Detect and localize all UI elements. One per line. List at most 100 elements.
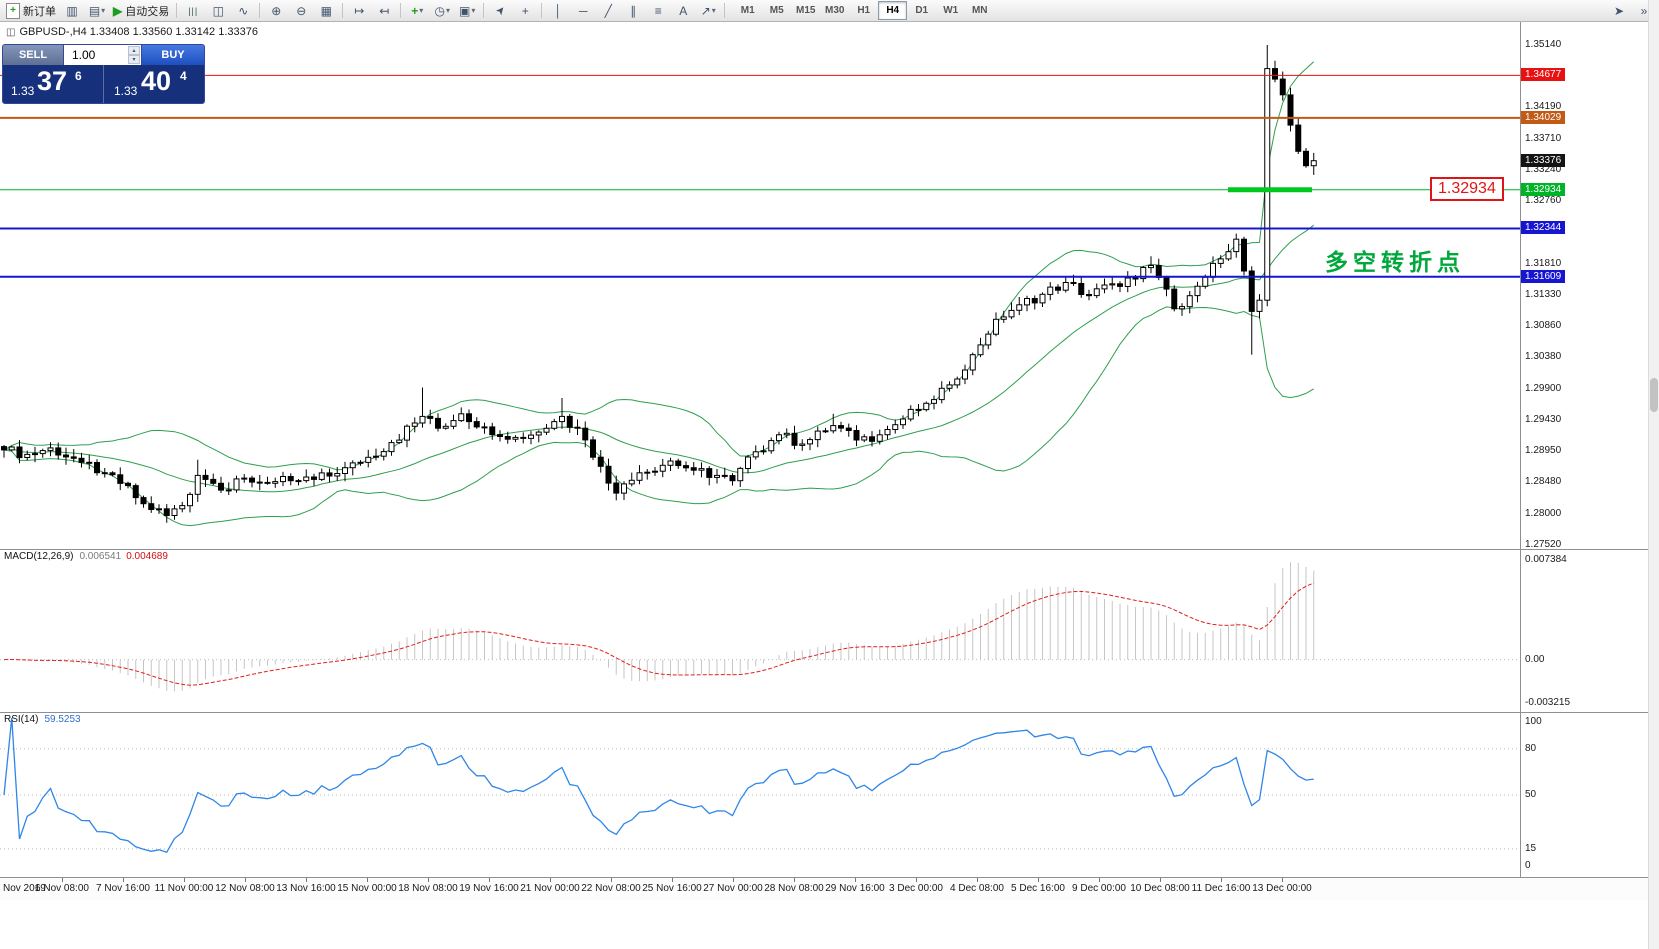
buy-price-sup: 4 (180, 69, 187, 83)
volume-input[interactable] (64, 45, 141, 65)
time-axis-label: 27 Nov 00:00 (703, 883, 763, 894)
price-axis-badge: 1.34677 (1521, 68, 1566, 82)
timeframe-button-mn[interactable]: MN (971, 5, 988, 16)
buy-button[interactable]: BUY (141, 45, 204, 65)
chart-window[interactable]: ◫ GBPUSD-,H4 1.33408 1.33560 1.33142 1.3… (0, 22, 1659, 949)
price-axis[interactable]: 1.35140 1.34190 1.33710 1.33240 1.32760 1.318… (1520, 22, 1659, 877)
autotrading-button[interactable]: ▶ 自动交易 (110, 1, 172, 21)
rsi-layer (0, 717, 1520, 853)
profiles-button[interactable]: ▤ ▾ (85, 1, 109, 21)
bar-chart-type-button[interactable]: ||| (181, 1, 205, 21)
price-axis-label: 0.00 (1525, 653, 1545, 665)
buy-price-small: 1.33 (114, 84, 138, 98)
panel-separator[interactable] (0, 712, 1659, 713)
chart-shift-icon: ↤ (379, 3, 390, 18)
crosshair-tool-button[interactable]: + (513, 1, 537, 21)
time-axis-label: 28 Nov 08:00 (764, 883, 824, 894)
fibonacci-tool-button[interactable]: ≡ (646, 1, 670, 21)
price-axis-label: 1.29900 (1525, 382, 1562, 394)
time-axis-tick (611, 878, 612, 882)
volume-down-button[interactable]: ▾ (128, 55, 140, 64)
price-axis-badge: 1.34029 (1521, 110, 1566, 124)
toolbar-separator (259, 3, 261, 18)
toolbar-separator (176, 3, 178, 18)
time-axis-tick (1038, 878, 1039, 882)
price-axis-label: 1.35140 (1525, 39, 1562, 50)
toolbar-separator (483, 3, 485, 18)
timeframe-button-h1[interactable]: H1 (857, 5, 871, 16)
candlestick-chart-type-button[interactable]: ◫ (206, 1, 230, 21)
vertical-line-tool-button[interactable]: │ (546, 1, 570, 21)
chart-window-button[interactable]: ▥ (60, 1, 84, 21)
arrows-tool-icon: ↗ (700, 3, 711, 18)
scroll-right-button[interactable]: ➤ (1607, 1, 1631, 21)
timeframe-button-m1[interactable]: M1 (740, 5, 755, 16)
periods-button[interactable]: ◷ ▾ (430, 1, 454, 21)
indicators-button[interactable]: + ▾ (405, 1, 429, 21)
buy-price[interactable]: 1.33 40 4 (103, 65, 204, 103)
crosshair-icon: + (521, 3, 529, 18)
autotrading-play-icon: ▶ (113, 3, 123, 18)
chevron-down-icon: ▾ (471, 6, 476, 15)
timeframe-button-w1[interactable]: W1 (943, 5, 959, 16)
timeframe-button-m15[interactable]: M15 (796, 5, 816, 16)
zoom-out-button[interactable]: ⊖ (289, 1, 313, 21)
timeframe-button-d1[interactable]: D1 (915, 5, 929, 16)
time-axis-tick (367, 878, 368, 882)
chart-annotation-text[interactable]: 多空转折点 (1325, 249, 1465, 275)
time-axis-tick (794, 878, 795, 882)
text-tool-icon: A (679, 3, 688, 18)
vertical-line-icon: │ (554, 3, 562, 18)
sell-price[interactable]: 1.33 37 6 (3, 65, 103, 103)
one-click-trading-panel: SELL ▴ ▾ BUY 1.33 37 6 1.33 (2, 44, 205, 104)
channel-tool-button[interactable]: ∥ (621, 1, 645, 21)
sell-button[interactable]: SELL (3, 45, 64, 65)
arrows-tool-button[interactable]: ↗ ▾ (696, 1, 720, 21)
price-axis-label: 0 (1525, 860, 1531, 871)
main-chart-canvas[interactable] (0, 22, 1520, 877)
toolbar-separator (400, 3, 402, 18)
price-axis-label: 1.28950 (1525, 445, 1562, 457)
timeframe-button-h4[interactable]: H4 (878, 1, 908, 20)
chart-window-icon: ▥ (66, 3, 78, 18)
time-axis-tick (733, 878, 734, 882)
tile-windows-button[interactable]: ▦ (314, 1, 338, 21)
new-order-button[interactable]: + 新订单 (3, 1, 59, 21)
more-tools-button[interactable]: » (1632, 1, 1656, 21)
templates-icon: ▣ (459, 3, 471, 18)
price-axis-label: 1.34190 (1525, 101, 1562, 113)
time-axis-label: 25 Nov 16:00 (642, 883, 702, 894)
zoom-in-button[interactable]: ⊕ (264, 1, 288, 21)
timeframe-button-m5[interactable]: M5 (769, 5, 784, 16)
time-axis-label: 3 Dec 00:00 (889, 883, 943, 894)
time-axis[interactable]: Nov 2019 6 Nov 08:00 7 Nov 16:00 11 Nov 00:… (0, 877, 1659, 900)
horizontal-line-tool-button[interactable]: ─ (571, 1, 595, 21)
price-axis-label: 1.30860 (1525, 319, 1562, 331)
templates-button[interactable]: ▣ ▾ (455, 1, 479, 21)
price-axis-label: 1.31810 (1525, 257, 1562, 269)
scroll-right-icon: ➤ (1613, 3, 1625, 18)
macd-name: MACD(12,26,9) (4, 551, 74, 562)
line-chart-type-button[interactable]: ∿ (231, 1, 255, 21)
panel-separator[interactable] (0, 549, 1659, 550)
auto-scroll-button[interactable]: ↦ (347, 1, 371, 21)
price-callout-label[interactable]: 1.32934 (1430, 177, 1504, 201)
time-axis-label: 11 Nov 00:00 (154, 883, 214, 894)
trendline-tool-button[interactable]: ╱ (596, 1, 620, 21)
time-axis-tick (1099, 878, 1100, 882)
price-axis-label: 1.28480 (1525, 476, 1562, 487)
timeframe-button-m30[interactable]: M30 (825, 5, 845, 16)
rsi-name: RSI(14) (4, 714, 39, 725)
scrollbar-thumb[interactable] (1650, 378, 1658, 412)
time-axis-tick (1160, 878, 1161, 882)
chart-ohlc-info: ◫ GBPUSD-,H4 1.33408 1.33560 1.33142 1.3… (6, 26, 258, 38)
chart-shift-button[interactable]: ↤ (372, 1, 396, 21)
volume-up-button[interactable]: ▴ (128, 46, 140, 55)
time-axis-label: Nov 2019 (3, 883, 46, 894)
text-tool-button[interactable]: A (671, 1, 695, 21)
profiles-icon: ▤ (88, 3, 101, 18)
time-axis-tick (306, 878, 307, 882)
cursor-tool-button[interactable]: ➤ (488, 1, 512, 21)
vertical-scrollbar[interactable] (1648, 0, 1659, 949)
